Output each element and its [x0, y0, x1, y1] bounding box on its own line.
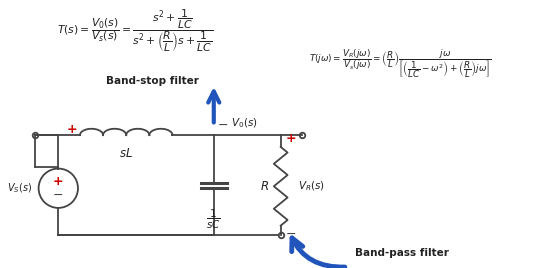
Text: $V_R(s)$: $V_R(s)$ — [299, 180, 325, 193]
Text: $V_0(s)$: $V_0(s)$ — [232, 117, 258, 130]
Text: +: + — [53, 175, 64, 188]
Text: $V_S(s)$: $V_S(s)$ — [6, 181, 32, 195]
Text: Band-pass filter: Band-pass filter — [355, 248, 448, 258]
Text: +: + — [285, 132, 296, 145]
Text: Band-stop filter: Band-stop filter — [106, 76, 199, 86]
Text: +: + — [67, 123, 78, 136]
Text: −: − — [218, 119, 228, 132]
Text: $R$: $R$ — [260, 180, 269, 193]
Text: $\dfrac{1}{sC}$: $\dfrac{1}{sC}$ — [207, 207, 221, 231]
Text: $sL$: $sL$ — [119, 147, 133, 160]
Text: −: − — [53, 189, 64, 202]
Text: $T(s) = \dfrac{V_0(s)}{V_s(s)} = \dfrac{s^2 + \dfrac{1}{LC}}{s^2 + \left(\dfrac{: $T(s) = \dfrac{V_0(s)}{V_s(s)} = \dfrac{… — [57, 8, 213, 54]
Text: −: − — [285, 228, 296, 241]
Text: $T(j\omega) = \dfrac{V_R(j\omega)}{V_s(j\omega)} = \left(\dfrac{R}{L}\right)\dfr: $T(j\omega) = \dfrac{V_R(j\omega)}{V_s(j… — [309, 47, 492, 80]
